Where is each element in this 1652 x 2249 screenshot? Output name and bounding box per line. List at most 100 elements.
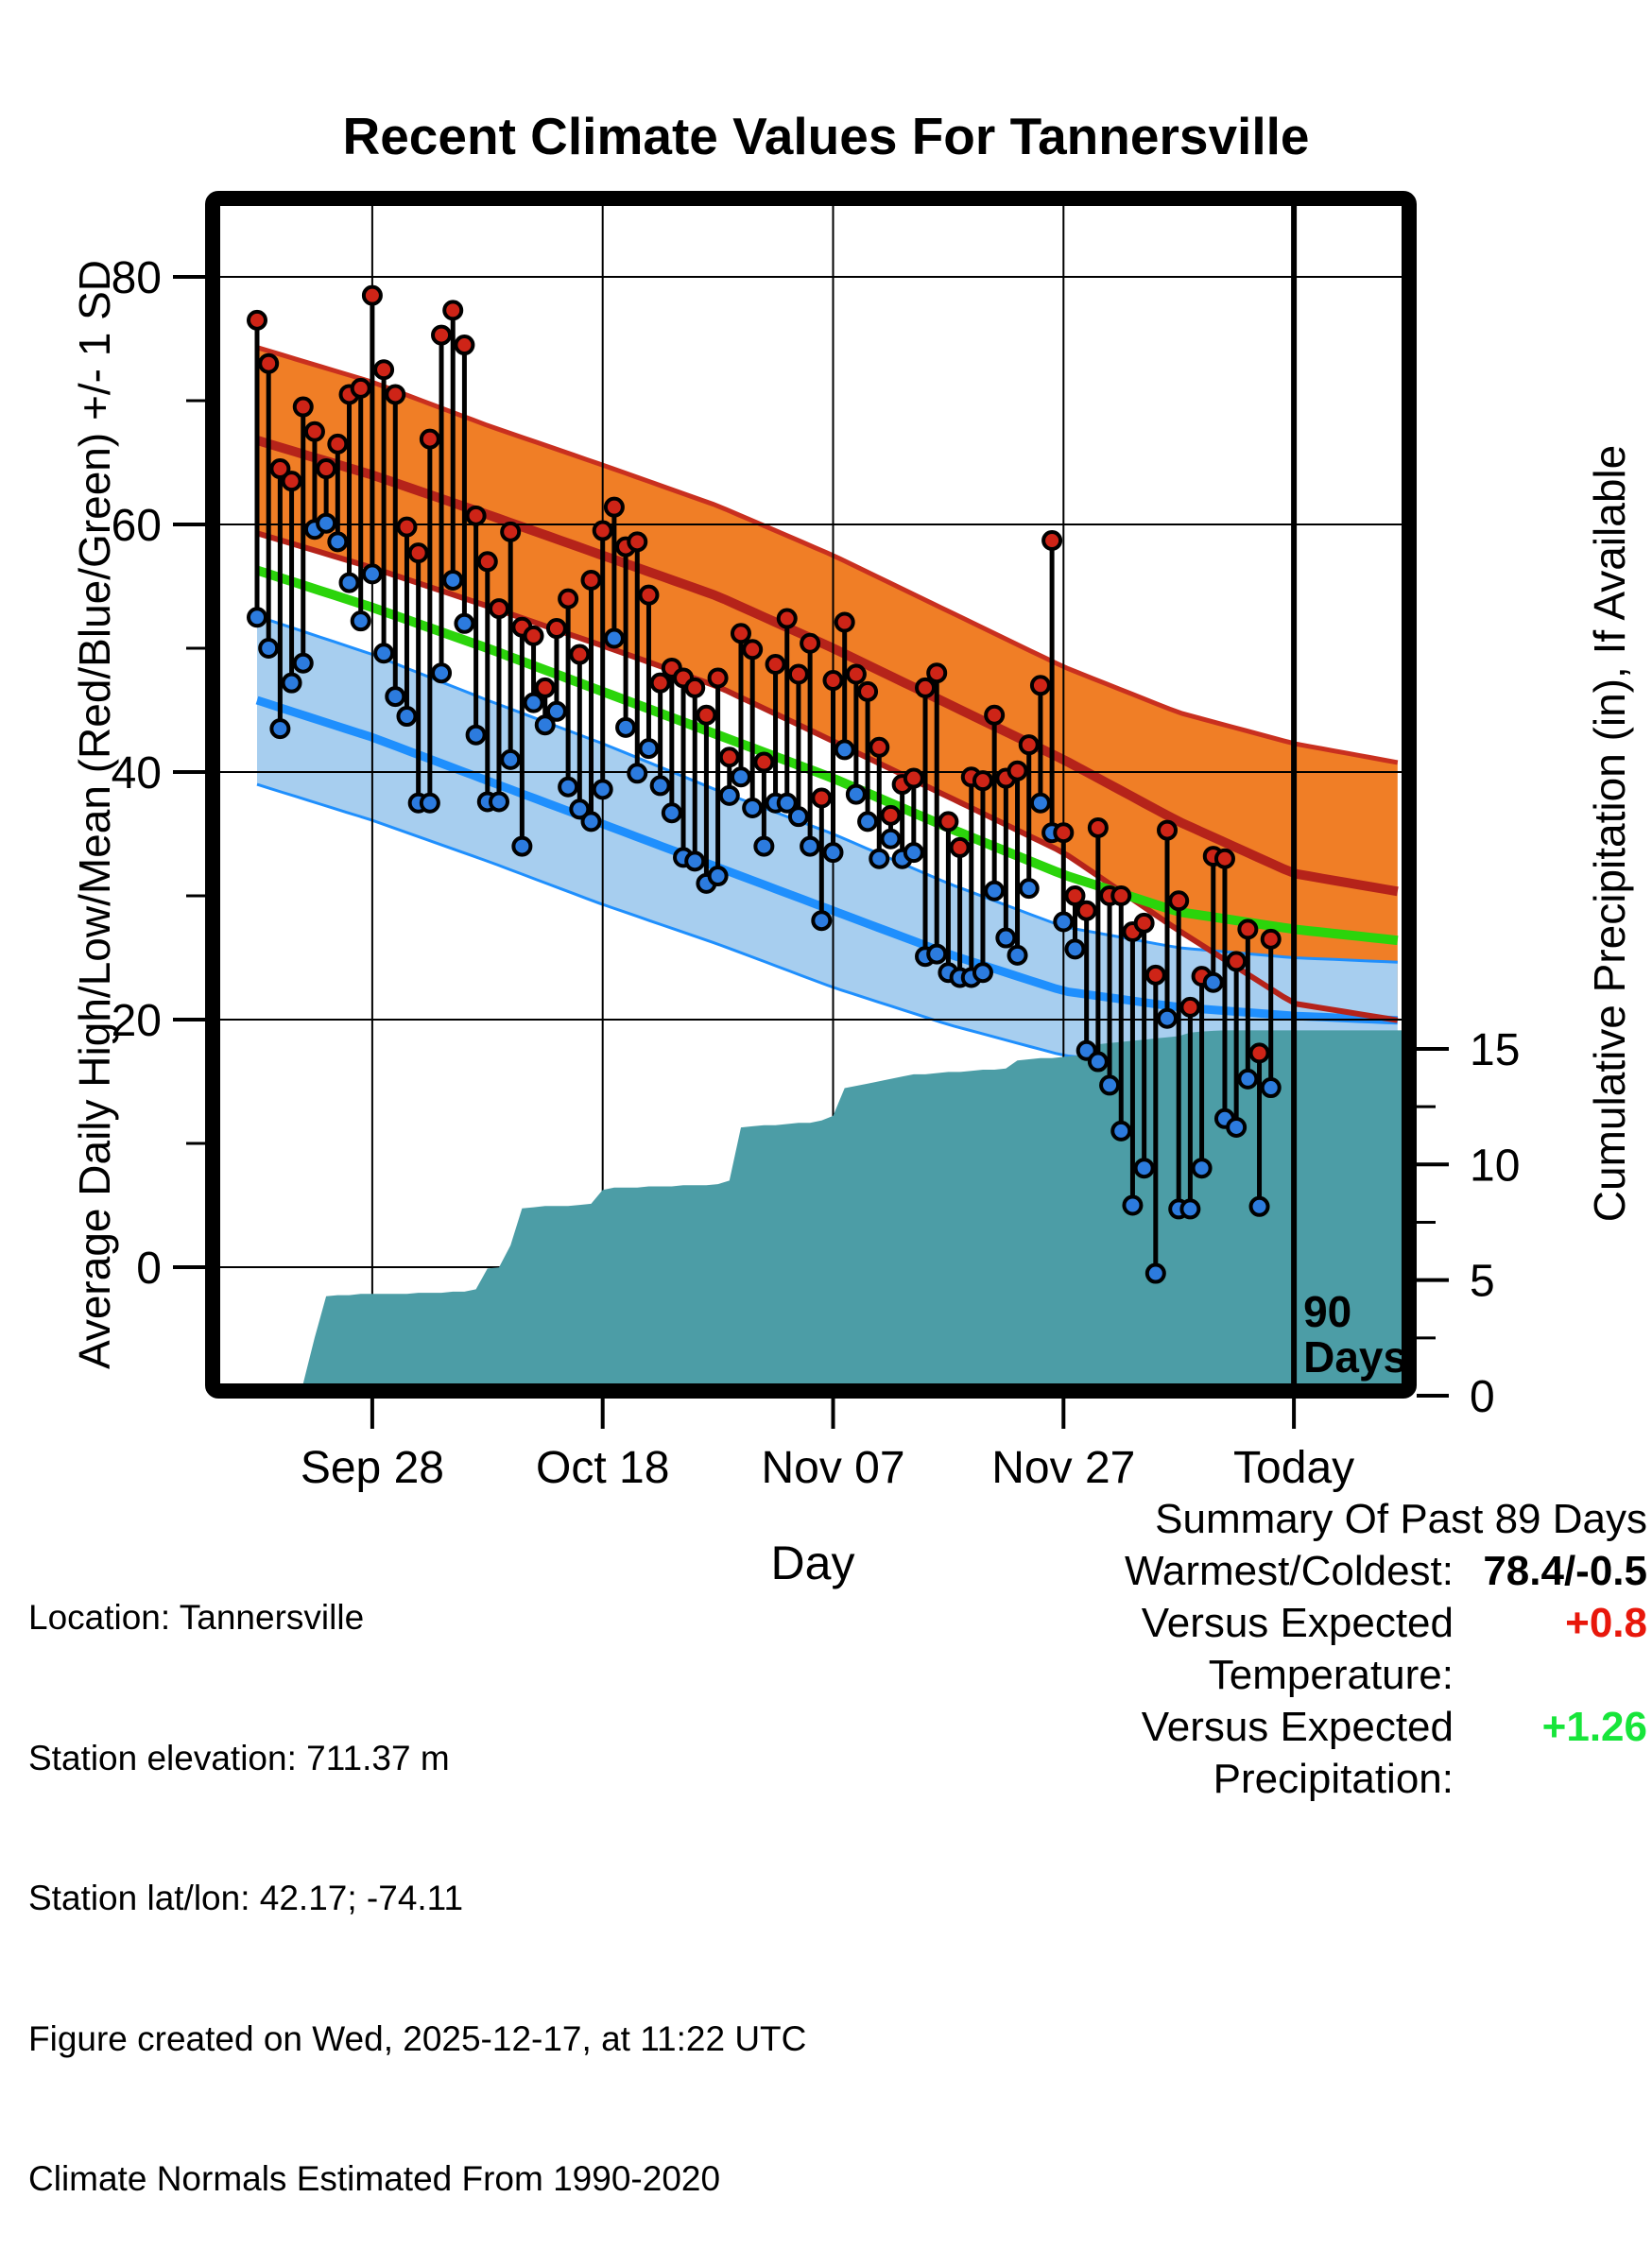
high-dot [926,662,948,684]
summary-vs-temp-label: Versus Expected Temperature: [1141,1600,1454,1698]
low-dot [1007,944,1028,966]
low-dot [292,652,314,674]
low-dot [1087,1051,1109,1073]
low-dot [995,927,1017,949]
low-dot [615,716,637,738]
low-dot [247,607,267,628]
station-info-normals: Climate Normals Estimated From 1990-2020 [28,2159,721,2198]
low-dot [1248,1195,1270,1217]
high-dot [696,704,717,726]
high-dot [500,521,522,542]
high-dot [1157,819,1179,841]
high-dot [1007,760,1028,781]
low-dot [707,866,729,887]
high-dot [258,352,280,374]
low-dot [730,766,751,788]
low-dot [834,739,855,761]
high-dot [1144,964,1166,986]
low-dot [776,792,798,814]
low-dot [442,569,464,591]
low-dot [800,835,821,857]
high-dot [454,335,475,356]
low-dot [1157,1007,1179,1029]
low-dot [500,748,522,770]
low-dot [984,880,1006,901]
high-dot [1168,890,1190,912]
high-dot [742,639,764,661]
high-dot [569,644,591,665]
low-dot [465,724,487,746]
high-dot [592,520,613,541]
station-info-location: Location: Tannersville [28,1598,365,1637]
high-dot [281,471,302,492]
high-dot [580,569,602,591]
high-dot [707,667,729,689]
summary-warmest-coldest-value: 78.4/-0.5 [1483,1548,1647,1594]
plot-frame [205,191,1417,1399]
today-line-label: 90 [1303,1287,1351,1336]
high-dot [1064,885,1086,906]
high-dot [523,625,544,646]
high-dot [247,309,267,331]
low-dot [338,572,360,593]
low-dot [684,850,706,872]
high-dot [949,836,971,858]
high-dot [1226,951,1248,972]
low-dot [649,775,671,797]
summary-warmest-coldest-label: Warmest/Coldest: [1124,1548,1454,1594]
high-dot [811,787,833,809]
low-dot [350,610,371,632]
high-dot [292,396,314,418]
high-dot [407,542,429,564]
high-dot [1110,885,1132,906]
low-dot [558,776,579,798]
x-axis-label: Day [770,1537,855,1589]
high-dot [857,680,879,702]
high-dot [1041,530,1063,552]
left-tick-label: 20 [112,996,162,1046]
left-tick-label: 0 [136,1244,162,1294]
low-dot [603,627,625,649]
high-dot [984,704,1006,726]
low-dot [1099,1074,1121,1096]
low-dot [327,531,349,553]
low-dot [787,806,809,828]
high-dot [776,608,798,629]
high-dot [972,770,993,792]
high-dot [834,611,855,633]
high-dot [303,421,325,442]
low-dot [857,811,879,833]
low-dot [627,763,648,784]
low-dot [396,706,418,728]
high-dot [638,584,660,606]
high-dot [1133,912,1155,934]
high-dot [316,458,337,480]
low-dot [373,643,395,664]
high-dot [327,433,349,455]
high-dot [627,531,648,553]
high-dot [396,516,418,538]
left-tick-label: 60 [112,501,162,551]
high-dot [730,623,751,644]
high-dot [753,751,775,773]
high-dot [269,458,291,480]
low-dot [1133,1158,1155,1179]
low-dot [845,783,867,805]
high-dot [1237,918,1259,940]
high-dot [1248,1042,1270,1064]
left-axis-label: Average Daily High/Low/Mean (Red/Blue/Gr… [70,260,119,1369]
right-tick-label: 0 [1470,1372,1495,1422]
high-dot [938,811,959,833]
high-dot [1076,900,1097,921]
mean-line [255,565,1399,946]
right-axis-label: Cumulative Precipitation (in), If Availa… [1585,444,1634,1223]
x-tick-label: Nov 07 [761,1443,904,1493]
low-dot [454,612,475,634]
low-dot [592,779,613,800]
high-dot [373,359,395,381]
low-dot [1179,1198,1201,1220]
high-dot [903,767,924,789]
low-dot [742,797,764,818]
summary-vs-precip-label: Versus Expected Precipitation: [1141,1704,1454,1802]
